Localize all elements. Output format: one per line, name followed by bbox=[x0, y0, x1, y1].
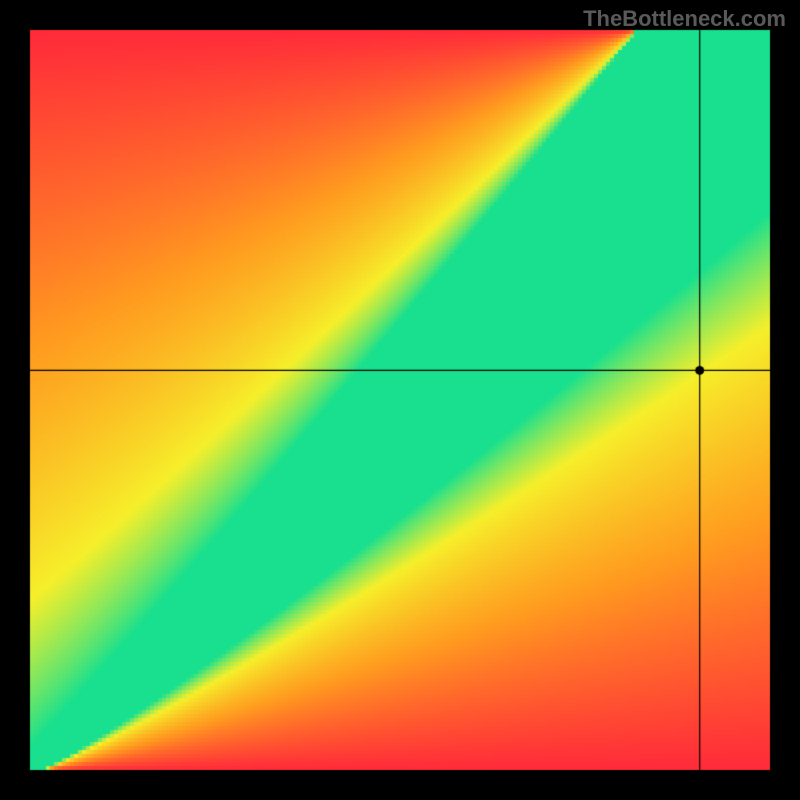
heatmap-canvas bbox=[0, 0, 800, 800]
chart-container: TheBottleneck.com bbox=[0, 0, 800, 800]
